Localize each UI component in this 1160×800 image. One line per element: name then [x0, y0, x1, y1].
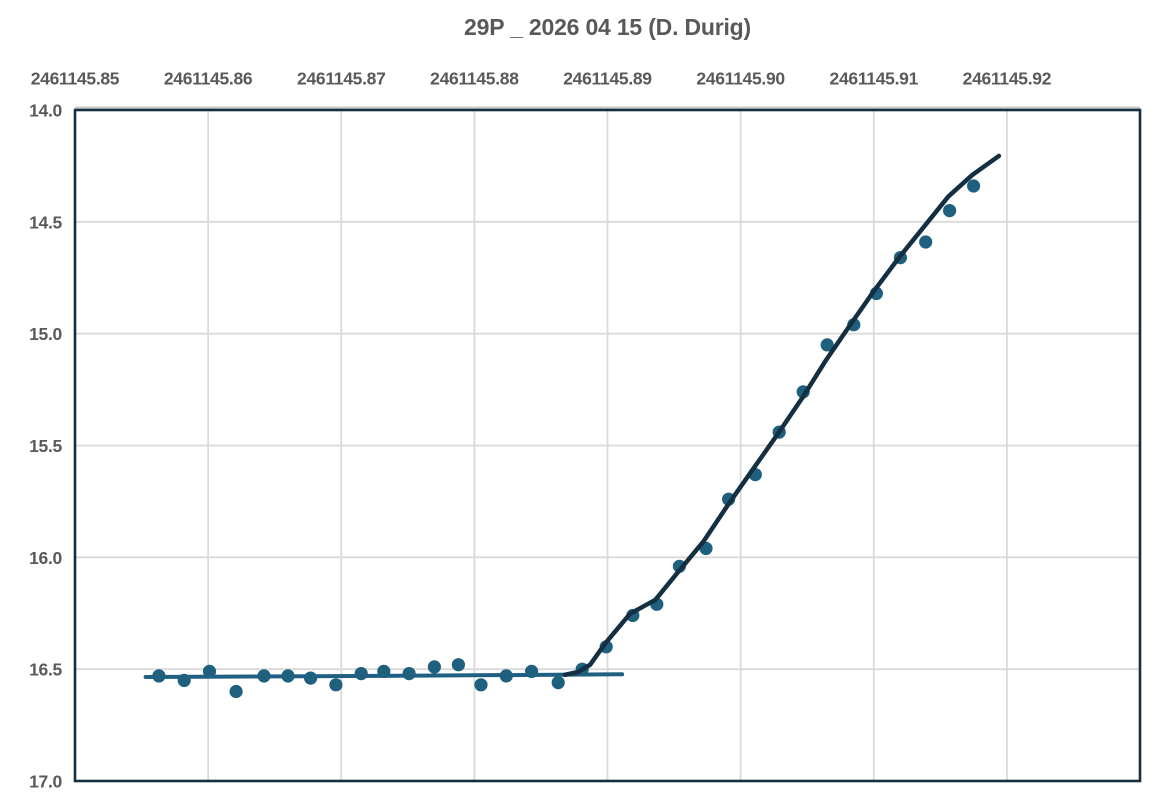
data-point	[525, 664, 539, 679]
data-point	[257, 669, 271, 683]
x-tick-label: 2461145.90	[696, 69, 785, 89]
x-tick-label: 2461145.91	[830, 69, 919, 89]
data-point	[152, 669, 166, 683]
y-tick-label: 14.0	[29, 101, 62, 121]
x-tick-label: 2461145.87	[297, 69, 386, 89]
x-tick-label: 2461145.92	[963, 69, 1052, 89]
data-point	[967, 179, 981, 193]
data-point	[177, 673, 191, 688]
y-tick-label: 14.5	[29, 212, 62, 232]
data-point	[919, 235, 933, 249]
y-tick-label: 15.0	[29, 324, 62, 344]
data-point	[943, 204, 957, 218]
data-point	[304, 671, 318, 685]
data-point	[377, 664, 391, 679]
data-point	[402, 667, 416, 681]
x-tick-label: 2461145.86	[164, 69, 253, 89]
data-point	[229, 684, 243, 699]
chart-title: 29P _ 2026 04 15 (D. Durig)	[464, 14, 751, 40]
y-tick-label: 16.0	[29, 548, 62, 568]
data-point	[474, 678, 488, 692]
x-tick-label: 2461145.88	[430, 69, 519, 89]
data-point	[499, 669, 513, 683]
data-point	[551, 676, 565, 690]
x-tick-label: 2461145.89	[563, 69, 652, 89]
y-tick-label: 16.5	[29, 660, 62, 680]
x-tick-label: 2461145.85	[31, 69, 120, 89]
y-tick-label: 15.5	[29, 436, 62, 456]
data-point	[202, 664, 217, 679]
y-tick-label: 17.0	[29, 772, 62, 792]
data-point	[329, 678, 343, 692]
data-point	[354, 667, 368, 681]
data-point	[427, 660, 441, 674]
data-point	[451, 658, 465, 672]
plot-border	[73, 108, 1142, 783]
data-point	[281, 669, 295, 683]
data-point	[820, 338, 834, 352]
outburst-rise-fit-line	[562, 153, 1002, 678]
